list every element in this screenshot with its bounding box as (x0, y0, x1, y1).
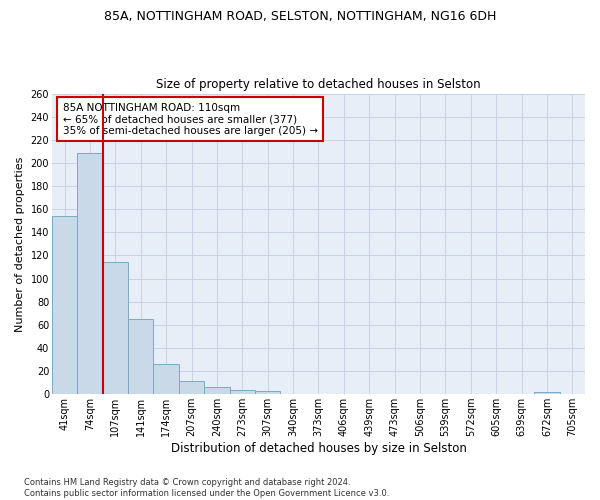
Bar (103, 262, 128, 394)
Text: 85A NOTTINGHAM ROAD: 110sqm
← 65% of detached houses are smaller (377)
35% of se: 85A NOTTINGHAM ROAD: 110sqm ← 65% of det… (62, 102, 317, 136)
Title: Size of property relative to detached houses in Selston: Size of property relative to detached ho… (156, 78, 481, 91)
Bar (230, 390, 255, 394)
Bar (77, 152, 103, 394)
Bar (52, 216, 77, 394)
Text: 85A, NOTTINGHAM ROAD, SELSTON, NOTTINGHAM, NG16 6DH: 85A, NOTTINGHAM ROAD, SELSTON, NOTTINGHA… (104, 10, 496, 23)
Bar (179, 382, 204, 394)
Bar (154, 364, 179, 394)
X-axis label: Distribution of detached houses by size in Selston: Distribution of detached houses by size … (170, 442, 466, 455)
Bar (128, 319, 154, 394)
Text: Contains HM Land Registry data © Crown copyright and database right 2024.
Contai: Contains HM Land Registry data © Crown c… (24, 478, 389, 498)
Bar (534, 392, 560, 394)
Bar (255, 390, 280, 394)
Y-axis label: Number of detached properties: Number of detached properties (15, 156, 25, 332)
Bar (204, 387, 230, 394)
